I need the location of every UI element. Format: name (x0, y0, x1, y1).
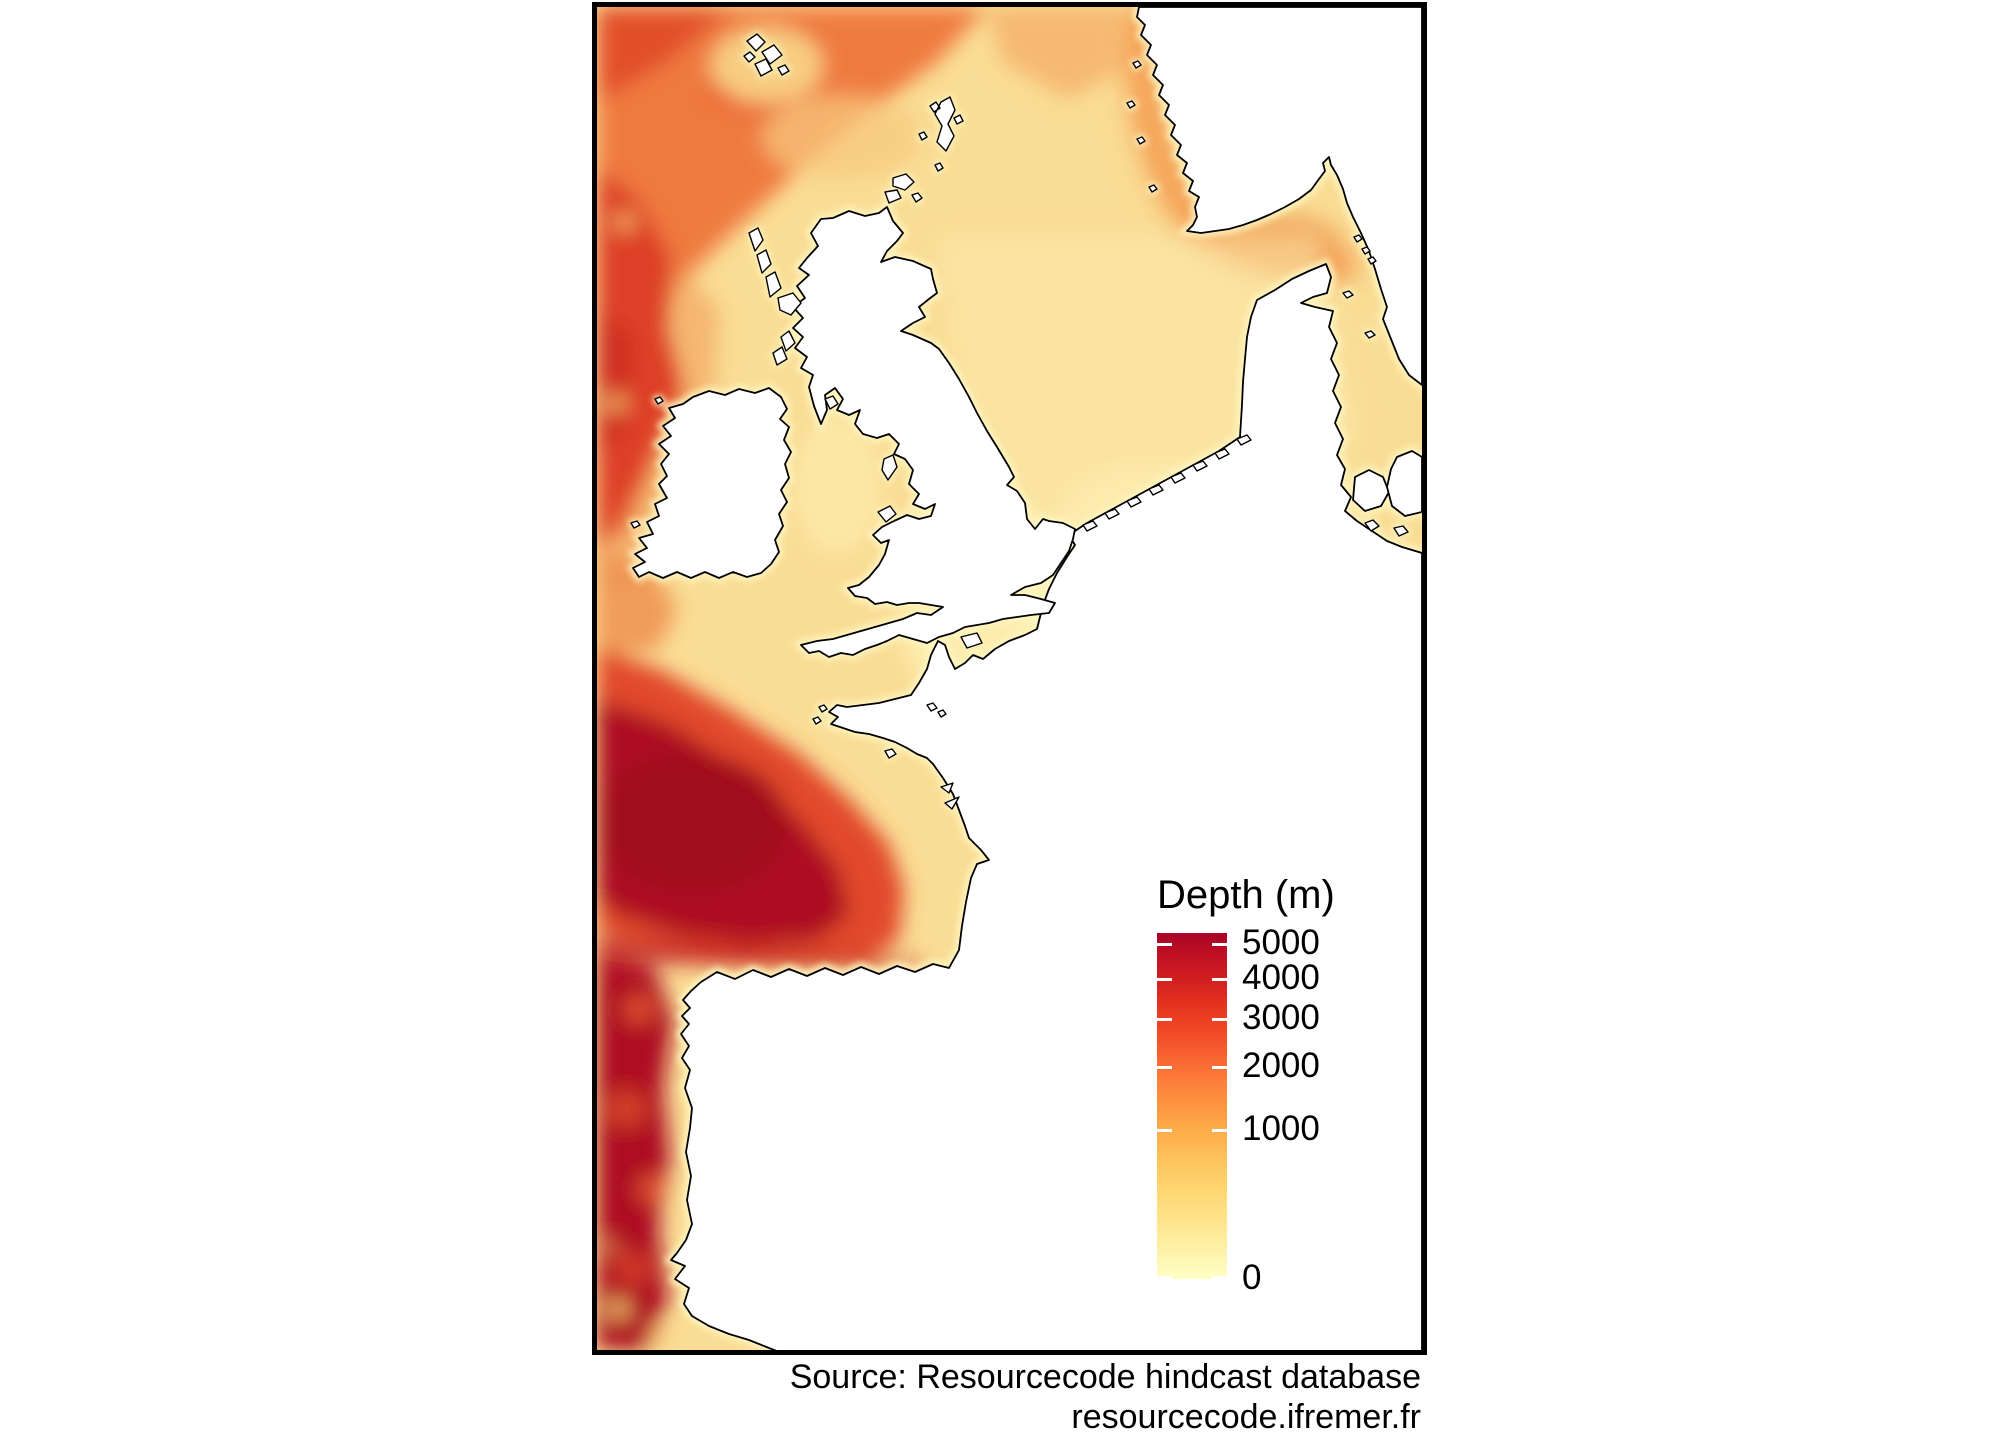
iberia-slope-patch-1 (623, 993, 655, 1025)
bank-spot-1 (615, 212, 635, 232)
seamount-spot-2 (648, 1324, 666, 1342)
legend-tick-label: 3000 (1242, 998, 1320, 1037)
caption-line-1: Source: Resourcecode hindcast database (789, 1358, 1421, 1396)
legend-tick-label: 4000 (1242, 958, 1320, 997)
legend-tick-mark (1157, 943, 1172, 946)
legend-tick-label: 0 (1242, 1258, 1262, 1297)
map-plot-area: Depth (m) 5000 4000 3000 2000 1000 0 (597, 7, 1422, 1350)
biscay-deepest (597, 754, 787, 890)
legend-tick-mark (1212, 978, 1227, 981)
caption-line-2: resourcecode.ifremer.fr (1071, 1398, 1421, 1436)
legend-tick-mark (1157, 1018, 1172, 1021)
source-caption: Source: Resourcecode hindcast database r… (790, 1357, 1421, 1437)
seamount-spot-1 (608, 1298, 630, 1320)
faroe-shetland-ridge (762, 95, 922, 179)
legend-bar (1157, 933, 1227, 1279)
legend-tick-mark (1157, 1129, 1172, 1132)
legend-tick-mark (1212, 1129, 1227, 1132)
legend-tick-mark (1157, 1276, 1172, 1279)
legend-tick-mark (1212, 943, 1227, 946)
cantabrian-deep-band (597, 934, 927, 967)
legend-tick-mark (1157, 1066, 1172, 1069)
iberia-slope-patch-3 (637, 1174, 667, 1204)
legend-tick-label: 1000 (1242, 1109, 1320, 1148)
deep-water-rockall-trough (597, 167, 683, 549)
legend-tick-label: 5000 (1242, 923, 1320, 962)
iberia-slope-patch-4 (615, 1251, 651, 1287)
legend-tick-mark (1212, 1276, 1227, 1279)
northern-north-sea-slope (987, 7, 1142, 99)
bathymetry-map (597, 7, 1422, 1350)
legend-tick-mark (1212, 1066, 1227, 1069)
legend-tick-label: 2000 (1242, 1046, 1320, 1085)
legend-tick-mark (1212, 1018, 1227, 1021)
irish-sea-shallow (795, 417, 879, 553)
deep-water-west-edge (597, 307, 633, 459)
bank-spot-2 (606, 392, 628, 414)
seamount-spot-3 (603, 1239, 619, 1255)
map-panel: Depth (m) 5000 4000 3000 2000 1000 0 (592, 2, 1427, 1355)
deep-water-nw-corner (597, 7, 732, 102)
slope-transition-west (597, 259, 719, 589)
legend-tick-mark (1157, 978, 1172, 981)
iberia-slope-patch-2 (607, 1089, 647, 1129)
legend-title: Depth (m) (1157, 873, 1335, 917)
